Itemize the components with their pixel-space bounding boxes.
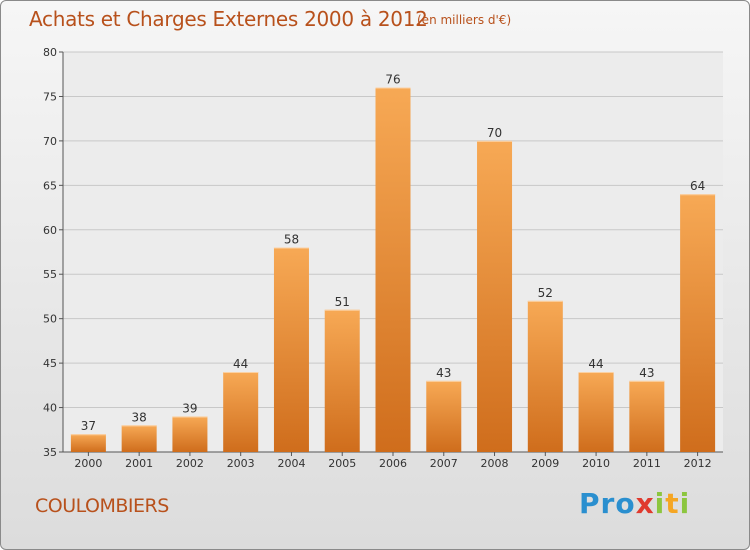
bar [324,309,360,452]
data-label: 64 [690,179,705,193]
y-tick-label: 45 [43,357,57,370]
bar [629,380,665,452]
y-tick-label: 75 [43,90,57,103]
x-tick-label: 2011 [633,457,661,470]
data-label: 52 [538,286,553,300]
bar [426,380,462,452]
data-label: 43 [436,366,451,380]
data-label: 70 [487,126,502,140]
bar [223,372,259,452]
data-label: 44 [233,357,248,371]
x-tick-label: 2010 [582,457,610,470]
data-label: 76 [385,73,400,87]
x-tick-label: 2006 [379,457,407,470]
bar [273,247,309,452]
y-tick-label: 50 [43,313,57,326]
data-label: 58 [284,233,299,247]
logo-letter: x [635,487,655,520]
bar [172,416,208,452]
logo-letter: i [654,487,666,520]
y-tick-label: 40 [43,402,57,415]
logo-letter: o [615,487,636,520]
data-label: 44 [588,357,603,371]
bar [70,434,106,452]
bar [375,87,411,453]
y-tick-label: 70 [43,135,57,148]
data-label: 37 [81,419,96,433]
data-label: 51 [335,295,350,309]
y-tick-label: 80 [43,46,57,59]
logo-letter: i [679,487,691,520]
city-name: COULOMBIERS [35,495,169,517]
bar [578,372,614,452]
y-tick-label: 65 [43,179,57,192]
bar [121,425,157,452]
x-tick-label: 2003 [227,457,255,470]
x-tick-label: 2008 [481,457,509,470]
y-tick-label: 60 [43,224,57,237]
logo-letter: t [665,487,680,520]
bar [527,300,563,452]
data-label: 39 [182,401,197,415]
bar [680,194,716,452]
x-tick-label: 2007 [430,457,458,470]
x-tick-label: 2002 [176,457,204,470]
y-tick-label: 35 [43,446,57,459]
x-tick-label: 2004 [277,457,305,470]
logo-letter: r [600,487,616,520]
logo-letter: P [579,487,601,520]
chart-subtitle: (en milliers d'€) [417,13,512,27]
data-label: 38 [132,410,147,424]
chart-title: Achats et Charges Externes 2000 à 2012 [29,7,428,31]
x-tick-label: 2012 [684,457,712,470]
proxiti-logo: Proxiti [579,487,690,520]
x-tick-label: 2001 [125,457,153,470]
x-tick-label: 2009 [531,457,559,470]
y-tick-label: 55 [43,268,57,281]
x-tick-label: 2005 [328,457,356,470]
bar [477,140,513,452]
x-tick-label: 2000 [74,457,102,470]
data-label: 43 [639,366,654,380]
